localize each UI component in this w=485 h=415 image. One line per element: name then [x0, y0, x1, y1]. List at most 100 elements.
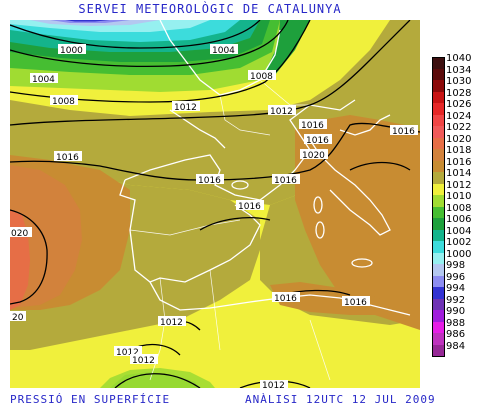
legend-item: 1002: [429, 237, 485, 253]
legend-item: 1018: [429, 145, 485, 161]
legend-swatch: [432, 57, 445, 70]
legend-item: 1024: [429, 110, 485, 126]
isobar-labels: 1000 1004 1004 1008 1008 1012 1012 1016 …: [10, 44, 418, 388]
legend-label: 1020: [446, 133, 472, 145]
legend-swatch: [432, 172, 445, 184]
legend-swatch: [432, 68, 445, 80]
isobar-label: 1016: [301, 121, 324, 131]
legend-swatch: [432, 298, 445, 310]
legend-label: 1014: [446, 168, 472, 179]
legend-swatch: [432, 287, 445, 299]
legend-item: 988: [429, 317, 485, 333]
legend-label: 1024: [446, 110, 472, 122]
legend-item: 1014: [429, 168, 485, 184]
legend-label: 1016: [446, 156, 472, 168]
legend-label: 1034: [446, 64, 472, 76]
isobar-label: 1016: [274, 176, 297, 186]
region-1010-northeast: [265, 20, 310, 75]
legend-swatch: [432, 160, 445, 172]
legend-swatch: [432, 275, 445, 287]
legend-swatch: [432, 241, 445, 253]
isobar-label: 1008: [52, 97, 75, 107]
legend-item: 1028: [429, 87, 485, 103]
legend-label: 992: [446, 294, 466, 306]
isobar-label: 1016: [344, 298, 367, 308]
legend-label: 1030: [446, 76, 472, 87]
legend-label: 988: [446, 317, 466, 329]
legend-item: 990: [429, 306, 485, 322]
legend-swatch: [432, 252, 445, 264]
legend-label: 1022: [446, 122, 472, 133]
page-title: SERVEI METEOROLÒGIC DE CATALUNYA: [78, 2, 342, 16]
legend-swatch: [432, 310, 445, 322]
isobar-label: 1012: [262, 381, 285, 388]
legend-item: 1022: [429, 122, 485, 138]
legend-label: 1000: [446, 248, 472, 260]
legend-item: 1030: [429, 76, 485, 92]
legend-item: 1026: [429, 99, 485, 115]
isobar-label: 1016: [392, 127, 415, 137]
legend-swatch: [432, 183, 445, 195]
legend-label: 984: [446, 340, 466, 352]
legend-label: 998: [446, 260, 466, 271]
region-1016-italy: [295, 115, 420, 330]
legend-item: 1010: [429, 191, 485, 207]
legend-swatch: [432, 195, 445, 207]
legend-label: 1010: [446, 191, 472, 202]
legend-swatch: [432, 333, 445, 345]
borders: [129, 79, 331, 381]
legend-label: 990: [446, 306, 466, 317]
legend-swatch: [432, 321, 445, 333]
isobar-label: 1012: [270, 107, 293, 117]
legend-swatch: [432, 344, 445, 357]
isobar-label: 1016: [198, 176, 221, 186]
isobar-label: 1016: [306, 136, 329, 146]
legend-swatch: [432, 114, 445, 126]
isobar-label: 1016: [56, 153, 79, 163]
legend-item: 998: [429, 260, 485, 276]
pressure-legend: 1040 1034 1030 1028 1026 1024 1022 1020 1018 1016…: [429, 53, 485, 357]
isobar-label: 1012: [132, 356, 155, 366]
legend-swatch: [432, 126, 445, 138]
isobar-label: 1004: [212, 46, 235, 56]
legend-item: 986: [429, 329, 485, 345]
legend-swatch: [432, 137, 445, 149]
legend-swatch: [432, 264, 445, 276]
legend-label: 1002: [446, 237, 472, 248]
isobar-label: 1016: [238, 202, 261, 212]
isobar-label: 1012: [160, 318, 183, 328]
isobar-label: 1012: [116, 348, 139, 358]
legend-swatch: [432, 229, 445, 241]
legend-item: 1012: [429, 179, 485, 195]
isobar-label: 1020: [302, 151, 325, 161]
legend-label: 1018: [446, 145, 472, 156]
legend-item: 1034: [429, 64, 485, 80]
legend-item: 996: [429, 271, 485, 287]
legend-swatch: [432, 218, 445, 230]
legend-swatch: [432, 80, 445, 92]
isobar-label: 20: [12, 313, 24, 323]
legend-label: 1012: [446, 179, 472, 191]
legend-label: 1028: [446, 87, 472, 99]
isobar-label: 1016: [274, 294, 297, 304]
region-1016-africa: [270, 282, 390, 315]
legend-item: 1020: [429, 133, 485, 149]
isobar-label: 1008: [250, 72, 273, 82]
isobar-label: 1004: [32, 75, 55, 85]
region-1010-south-edge: [100, 368, 215, 388]
legend-label: 1026: [446, 99, 472, 110]
legend-label: 1004: [446, 225, 472, 237]
legend-item: 984: [429, 340, 485, 357]
legend-swatch: [432, 103, 445, 115]
legend-item: 1004: [429, 225, 485, 241]
region-994-north: [65, 20, 110, 22]
legend-item: 1008: [429, 203, 485, 218]
isobar-label: 020: [11, 229, 28, 239]
legend-label: 986: [446, 329, 466, 340]
legend-item: 1006: [429, 215, 485, 230]
legend-label: 1040: [446, 53, 472, 64]
isobar-label: 1012: [174, 103, 197, 113]
legend-label: 996: [446, 271, 466, 283]
legend-swatch: [432, 91, 445, 103]
legend-label: 994: [446, 283, 466, 294]
